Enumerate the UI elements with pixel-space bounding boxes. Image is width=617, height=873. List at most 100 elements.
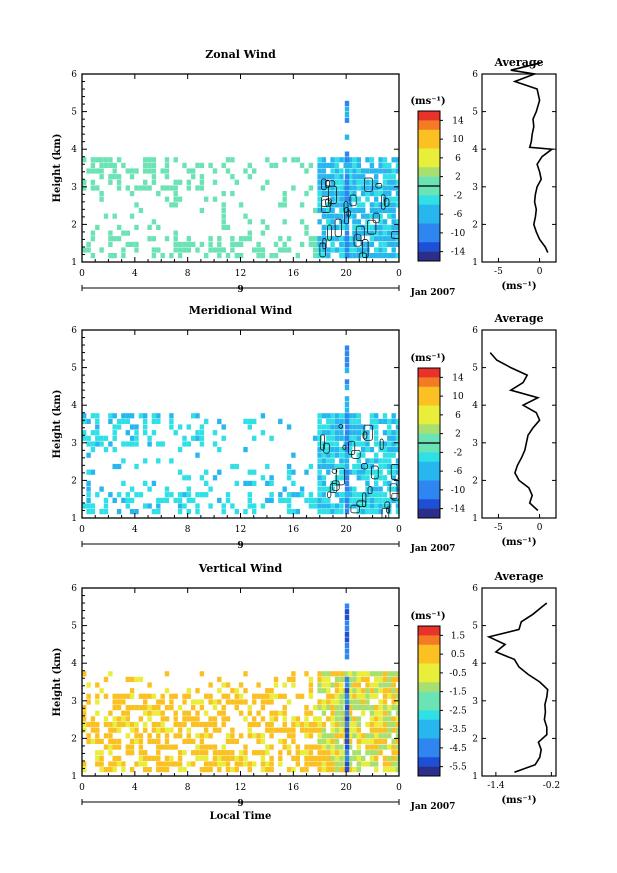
heatmap-cell xyxy=(387,710,392,716)
heatmap-cell xyxy=(374,716,379,722)
colorbar-unit: (ms⁻¹) xyxy=(410,353,445,364)
heatmap-cell xyxy=(317,168,322,174)
heatmap-cell xyxy=(138,761,144,767)
heatmap-cell xyxy=(356,174,361,180)
heatmap-cell xyxy=(208,247,213,253)
heatmap-cell xyxy=(326,503,331,509)
heatmap-cell xyxy=(147,767,152,773)
heatmap-cell xyxy=(344,626,350,632)
heatmap-cell xyxy=(344,162,350,168)
heatmap-cell xyxy=(173,761,178,767)
heatmap-cell xyxy=(225,733,231,739)
heatmap-cell xyxy=(352,503,357,509)
heatmap-cell xyxy=(356,509,361,515)
heatmap-cell xyxy=(234,705,239,711)
contour-line xyxy=(386,506,391,514)
heatmap-cell xyxy=(334,671,340,677)
heatmap-cell xyxy=(95,750,100,756)
heatmap-cell xyxy=(317,755,322,761)
heatmap-cell xyxy=(295,755,300,761)
heatmap-cell xyxy=(243,688,248,694)
heatmap-cell xyxy=(387,191,392,197)
heatmap-cell xyxy=(234,480,239,486)
heatmap-cell xyxy=(99,755,104,761)
heatmap-cell xyxy=(317,196,322,202)
heatmap-cell xyxy=(326,497,331,503)
heatmap-cell xyxy=(90,503,96,509)
heatmap-cell xyxy=(204,693,209,699)
heatmap-cell xyxy=(147,710,152,716)
heatmap-cell xyxy=(151,755,157,761)
heatmap-cell xyxy=(82,418,87,424)
heatmap-cell xyxy=(361,441,366,447)
heatmap-cell xyxy=(365,247,370,253)
heatmap-cell xyxy=(177,750,183,756)
heatmap-cell xyxy=(129,424,135,430)
heatmap-cell xyxy=(186,441,191,447)
heatmap-cell xyxy=(286,733,292,739)
heatmap-cell xyxy=(317,430,322,436)
heatmap-cell xyxy=(243,671,248,677)
heatmap-cell xyxy=(177,492,183,498)
heatmap-cell xyxy=(344,716,350,722)
heatmap-cell xyxy=(138,755,144,761)
x-tick-label: 8 xyxy=(185,525,191,535)
heatmap-cell xyxy=(344,351,350,357)
heatmap-cell xyxy=(304,671,309,677)
heatmap-cell xyxy=(112,716,117,722)
profile-y-tick-label: 2 xyxy=(472,220,478,230)
heatmap-cell xyxy=(282,705,287,711)
profile-y-tick-label: 4 xyxy=(472,659,478,669)
heatmap-cell xyxy=(199,699,205,705)
heatmap-cell xyxy=(339,168,344,174)
heatmap-cell xyxy=(151,168,157,174)
heatmap-cell xyxy=(177,447,183,453)
heatmap-cell xyxy=(369,191,375,197)
heatmap-cell xyxy=(103,767,109,773)
heatmap-cell xyxy=(208,236,213,242)
heatmap-cell xyxy=(177,705,183,711)
heatmap-cell xyxy=(339,699,344,705)
heatmap-cell xyxy=(330,191,335,197)
heatmap-cell xyxy=(344,486,350,492)
contour-line xyxy=(362,492,367,508)
colorbar-tick-label: -2 xyxy=(454,191,463,201)
heatmap-cell xyxy=(108,733,113,739)
heatmap-cell xyxy=(356,463,361,470)
heatmap-cell xyxy=(313,716,318,722)
heatmap-cell xyxy=(308,693,314,699)
heatmap-cell xyxy=(191,413,196,419)
heatmap-cell xyxy=(129,676,135,682)
heatmap-cell xyxy=(278,497,283,503)
heatmap-cell xyxy=(299,486,305,492)
panel-title: Zonal Wind xyxy=(205,48,276,61)
heatmap-cell xyxy=(295,750,300,756)
heatmap-cell xyxy=(134,424,139,430)
heatmap-cell xyxy=(317,236,322,242)
heatmap-cell xyxy=(151,738,157,744)
heatmap-cell xyxy=(265,224,270,230)
heatmap-cell xyxy=(265,721,270,728)
heatmap-cell xyxy=(217,236,222,242)
heatmap-cell xyxy=(391,682,396,688)
heatmap-cell xyxy=(374,424,379,430)
heatmap-cell xyxy=(273,682,279,688)
heatmap-cell xyxy=(191,716,196,722)
heatmap-cell xyxy=(347,430,353,436)
heatmap-cell xyxy=(204,727,209,733)
heatmap-cell xyxy=(326,750,331,756)
colorbar-segment xyxy=(418,766,440,777)
heatmap-cell xyxy=(225,750,231,756)
heatmap-cell xyxy=(191,761,196,767)
heatmap-cell xyxy=(269,699,274,705)
heatmap-cell xyxy=(108,179,113,185)
heatmap-cell xyxy=(295,509,300,515)
heatmap-cell xyxy=(334,435,340,441)
contour-line xyxy=(364,177,374,192)
heatmap-cell xyxy=(356,705,361,711)
heatmap-cell xyxy=(191,705,196,711)
heatmap-cell xyxy=(169,202,174,208)
heatmap-cell xyxy=(387,236,392,242)
heatmap-cell xyxy=(356,716,361,722)
heatmap-cell xyxy=(330,157,335,163)
